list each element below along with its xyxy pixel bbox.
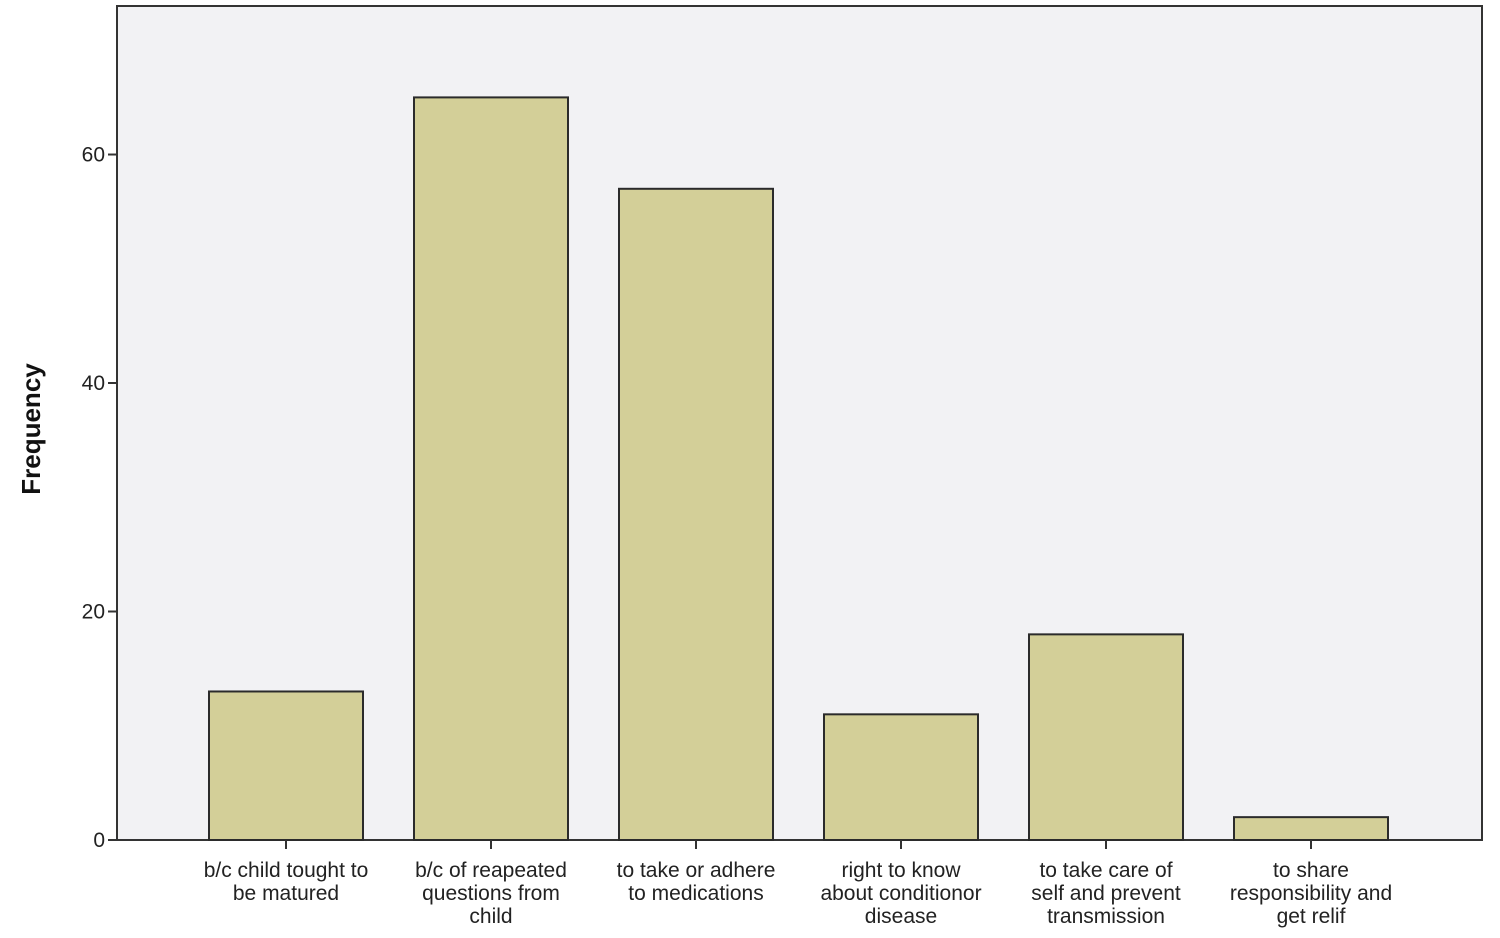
x-category-label: get relif: [1277, 905, 1346, 928]
y-tick-label: 40: [82, 372, 105, 395]
x-category-label: to take care of: [1039, 859, 1172, 882]
bar-4: [1028, 633, 1184, 841]
bar-1: [413, 96, 569, 841]
bar-5: [1233, 816, 1389, 842]
bar-0: [208, 690, 364, 841]
y-tick-label: 0: [93, 829, 105, 852]
x-category-label: questions from: [422, 882, 560, 905]
bar-3: [823, 713, 979, 842]
x-category-label: to medications: [628, 882, 763, 905]
bar-2: [618, 187, 774, 842]
y-tick-label: 20: [82, 601, 105, 624]
y-axis: 0 20 40 60: [82, 144, 117, 852]
x-category-label: to take or adhere: [617, 859, 776, 882]
x-category-label: child: [469, 905, 512, 928]
x-category-label: be matured: [233, 882, 339, 905]
x-category-label: b/c child tought to: [204, 859, 369, 882]
bars-group: [208, 96, 1389, 842]
x-category-label: self and prevent: [1031, 882, 1181, 905]
x-category-label: b/c of reapeated: [415, 859, 567, 882]
y-tick-label: 60: [82, 144, 105, 167]
x-category-label: transmission: [1047, 905, 1165, 928]
x-category-label: to share: [1273, 859, 1349, 882]
x-category-label: right to know: [841, 859, 961, 882]
x-category-label: disease: [865, 905, 937, 928]
x-category-label: about conditionor: [820, 882, 981, 905]
x-category-label: responsibility and: [1230, 882, 1392, 905]
y-axis-title: Frequency: [16, 363, 46, 495]
